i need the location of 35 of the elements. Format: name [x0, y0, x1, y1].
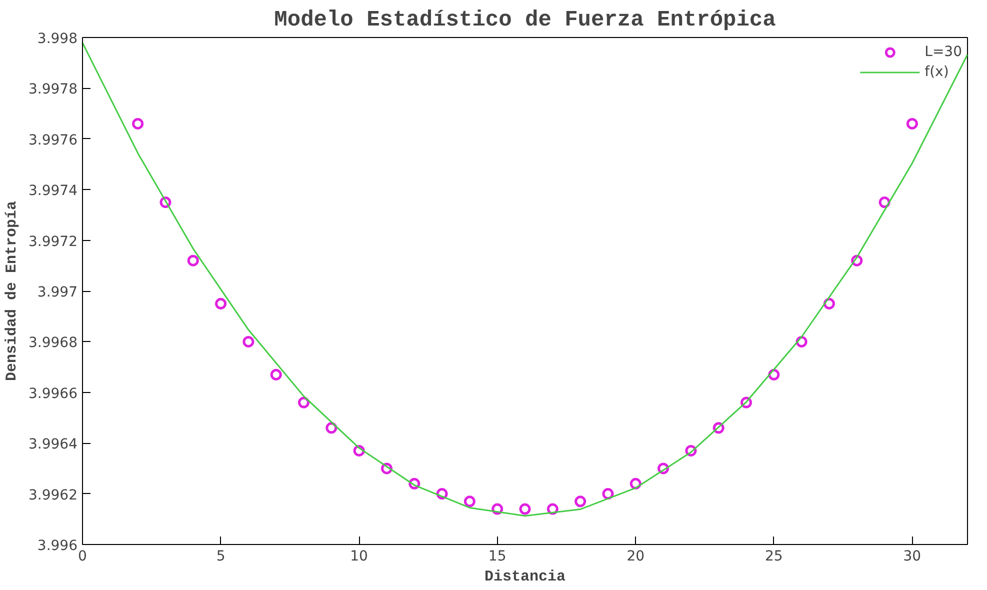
x-tick-label: 30: [903, 548, 922, 564]
chart-title: Modelo Estadístico de Fuerza Entrópica: [274, 8, 776, 32]
y-tick-label: 3.997: [37, 284, 78, 300]
y-tick-label: 3.9964: [28, 436, 78, 453]
x-tick-label: 25: [765, 548, 783, 564]
x-tick-label: 20: [626, 548, 645, 564]
point: [270, 368, 282, 380]
point: [215, 298, 227, 310]
y-tick-label: 3.9966: [28, 386, 78, 402]
y-tick-label: 3.996: [37, 538, 78, 554]
legend-label: f(x): [924, 64, 949, 80]
point: [380, 462, 392, 474]
x-axis-title: Distancia: [484, 568, 566, 586]
y-tick-label: 3.9974: [28, 183, 78, 200]
point: [187, 254, 199, 266]
y-tick-label: 3.9962: [28, 487, 78, 504]
point: [132, 118, 144, 130]
y-tick-label: 3.9978: [28, 82, 78, 98]
point: [464, 496, 476, 508]
y-tick-label: 3.9968: [28, 335, 78, 352]
x-tick-label: 15: [488, 548, 506, 564]
line-series: [82, 42, 968, 517]
point: [574, 496, 586, 508]
y-tick-label: 3.998: [37, 31, 78, 47]
point: [242, 336, 254, 348]
point: [408, 478, 420, 490]
x-tick-label: 0: [78, 548, 87, 564]
y-axis-title: Densidad de Entropía: [4, 200, 21, 382]
x-tick-label: 5: [216, 548, 226, 564]
point: [519, 503, 531, 515]
point: [906, 118, 918, 130]
y-tick-label: 3.9976: [28, 132, 78, 148]
x-tick-label: 10: [350, 548, 368, 564]
y-tick-label: 3.9972: [28, 234, 78, 250]
legend-label: L=30: [924, 44, 962, 60]
